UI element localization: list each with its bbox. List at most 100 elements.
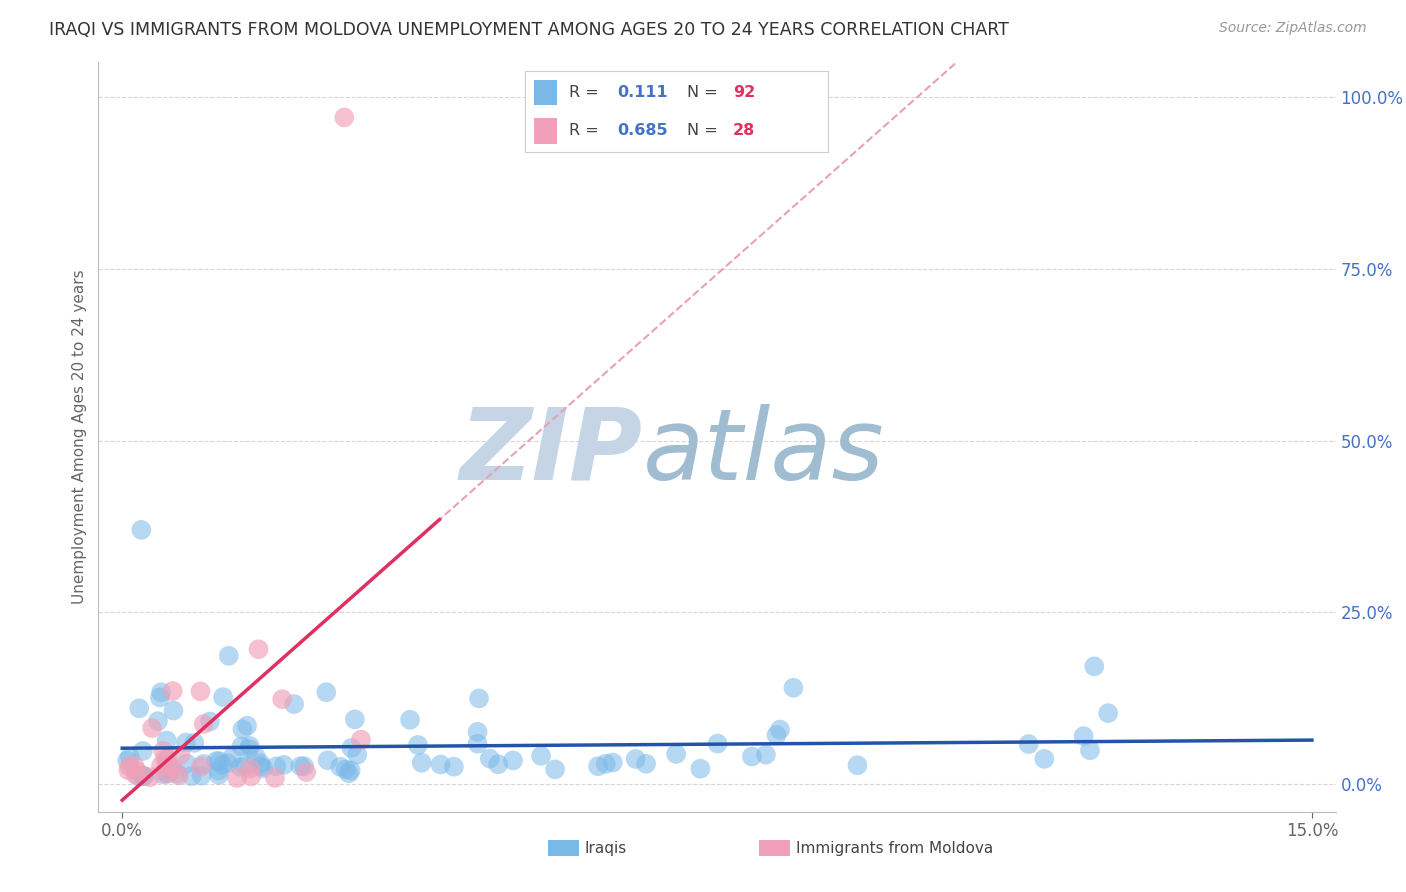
- Point: [333, 111, 356, 125]
- Point: [238, 741, 260, 756]
- Point: [180, 769, 202, 783]
- Point: [150, 767, 173, 781]
- Point: [139, 770, 162, 784]
- Point: [211, 758, 233, 772]
- Point: [399, 713, 422, 727]
- Point: [249, 756, 271, 771]
- Point: [1033, 752, 1056, 766]
- Point: [118, 750, 141, 764]
- Point: [208, 754, 231, 768]
- Point: [156, 733, 179, 747]
- Point: [247, 642, 270, 657]
- Text: Immigrants from Moldova: Immigrants from Moldova: [796, 841, 993, 855]
- Point: [217, 756, 239, 771]
- Point: [316, 753, 339, 767]
- Point: [1073, 729, 1095, 743]
- Point: [273, 757, 295, 772]
- Point: [239, 762, 262, 776]
- Point: [132, 769, 155, 783]
- Text: IRAQI VS IMMIGRANTS FROM MOLDOVA UNEMPLOYMENT AMONG AGES 20 TO 24 YEARS CORRELAT: IRAQI VS IMMIGRANTS FROM MOLDOVA UNEMPLO…: [49, 21, 1010, 38]
- Point: [315, 685, 337, 699]
- Point: [146, 714, 169, 728]
- Point: [249, 759, 271, 773]
- Point: [155, 752, 177, 766]
- Point: [769, 723, 792, 737]
- Point: [846, 758, 869, 772]
- Text: ZIP: ZIP: [460, 403, 643, 500]
- Point: [755, 747, 778, 762]
- Point: [624, 752, 647, 766]
- Point: [544, 762, 567, 776]
- Point: [190, 769, 212, 783]
- Point: [166, 766, 188, 780]
- Point: [229, 760, 252, 774]
- Point: [176, 756, 198, 771]
- Point: [205, 754, 228, 768]
- Point: [235, 759, 257, 773]
- Point: [290, 759, 312, 773]
- Point: [502, 754, 524, 768]
- Point: [264, 759, 287, 773]
- Point: [167, 768, 190, 782]
- Point: [467, 737, 489, 751]
- Point: [1018, 737, 1040, 751]
- Point: [468, 691, 491, 706]
- Point: [118, 759, 141, 773]
- Point: [586, 759, 609, 773]
- Point: [239, 739, 262, 753]
- Point: [128, 770, 150, 784]
- Point: [132, 769, 155, 783]
- Point: [129, 523, 152, 537]
- Point: [486, 757, 509, 772]
- Point: [782, 681, 804, 695]
- Point: [706, 737, 728, 751]
- Point: [478, 751, 501, 765]
- Y-axis label: Unemployment Among Ages 20 to 24 years: Unemployment Among Ages 20 to 24 years: [72, 269, 87, 605]
- Point: [765, 728, 787, 742]
- Point: [429, 757, 451, 772]
- Point: [208, 768, 231, 782]
- Point: [602, 756, 624, 770]
- Point: [231, 723, 253, 737]
- Point: [689, 762, 711, 776]
- Point: [132, 744, 155, 758]
- Point: [231, 739, 253, 754]
- Point: [208, 764, 231, 778]
- Text: Source: ZipAtlas.com: Source: ZipAtlas.com: [1219, 21, 1367, 35]
- Point: [124, 768, 146, 782]
- Point: [337, 766, 360, 780]
- Point: [1078, 743, 1101, 757]
- Point: [156, 752, 179, 766]
- Point: [411, 756, 433, 770]
- Point: [149, 758, 172, 772]
- Point: [283, 697, 305, 711]
- Point: [339, 764, 361, 778]
- Point: [155, 767, 177, 781]
- Point: [350, 732, 373, 747]
- Point: [152, 744, 174, 758]
- Point: [156, 766, 179, 780]
- Point: [221, 750, 243, 764]
- Point: [124, 759, 146, 773]
- Point: [117, 763, 139, 777]
- Point: [636, 756, 658, 771]
- Point: [162, 704, 184, 718]
- Point: [198, 714, 221, 729]
- Point: [127, 764, 149, 779]
- Point: [150, 685, 173, 699]
- Point: [346, 747, 368, 762]
- Point: [595, 756, 617, 771]
- Point: [1083, 659, 1105, 673]
- Point: [193, 717, 215, 731]
- Point: [1097, 706, 1119, 720]
- Point: [530, 748, 553, 763]
- Point: [212, 690, 235, 705]
- Point: [443, 760, 465, 774]
- Text: atlas: atlas: [643, 403, 884, 500]
- Point: [190, 759, 212, 773]
- Point: [190, 684, 212, 698]
- Point: [295, 765, 318, 780]
- Point: [226, 771, 249, 785]
- Point: [193, 756, 215, 771]
- Point: [741, 749, 763, 764]
